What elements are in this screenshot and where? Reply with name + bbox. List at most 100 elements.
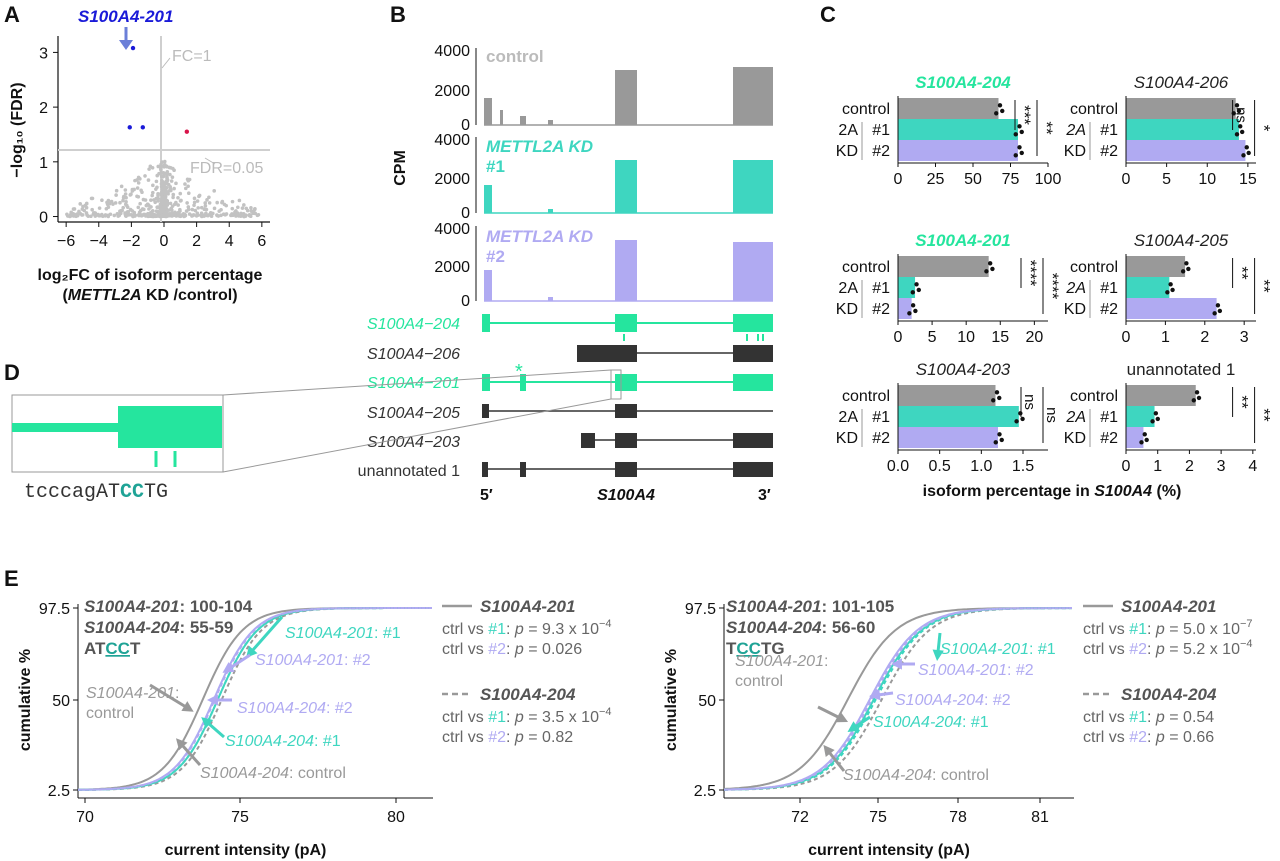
point <box>165 178 170 183</box>
panel-b-letter: B <box>390 2 406 27</box>
point <box>156 192 160 196</box>
replicate-point <box>1244 145 1249 150</box>
replicate-point <box>1150 419 1155 424</box>
point <box>171 192 176 197</box>
point <box>192 196 197 201</box>
replicate-point <box>1186 266 1191 272</box>
sig-label: ns <box>1043 407 1060 423</box>
point <box>159 191 164 196</box>
bar <box>1126 298 1217 319</box>
stats-title: S100A4-201 <box>1121 597 1216 616</box>
arrow-head <box>823 744 835 758</box>
zoom-inset <box>11 394 224 473</box>
track-tick: 2000 <box>434 171 470 188</box>
isoform-label: S100A4−204 <box>367 316 460 333</box>
track-tick: 0 <box>461 205 470 222</box>
point <box>163 195 167 199</box>
arrow-head <box>181 701 194 712</box>
point <box>103 213 108 217</box>
label-arrow-icon <box>827 751 846 772</box>
replicate-point <box>1019 150 1024 156</box>
tick-label: 0.5 <box>929 458 951 475</box>
point <box>249 206 253 210</box>
point <box>190 213 195 218</box>
bar <box>898 119 1018 140</box>
tick-label: 80 <box>387 809 405 826</box>
point <box>136 181 141 185</box>
replicate-point <box>1142 432 1147 437</box>
point <box>97 206 102 210</box>
point <box>96 213 101 218</box>
point <box>124 214 128 218</box>
point <box>120 208 124 213</box>
point <box>154 209 159 213</box>
point <box>154 187 158 191</box>
point <box>162 171 166 176</box>
tick-label: 0 <box>39 210 48 227</box>
point <box>201 213 206 217</box>
chart-title: S100A4-201 <box>915 231 1010 250</box>
region-info: S100A4-201: 101-105 <box>726 597 894 616</box>
point <box>132 187 136 192</box>
isoform-label: S100A4−205 <box>367 405 460 422</box>
replicate-point <box>1000 108 1005 114</box>
isoform-label: S100A4−203 <box>367 434 460 451</box>
replicate-point <box>1212 311 1217 316</box>
replicate-point <box>990 266 995 272</box>
point <box>151 183 155 188</box>
point <box>176 195 180 200</box>
point <box>155 205 159 210</box>
point <box>224 212 229 216</box>
point <box>168 165 173 170</box>
replicate-point <box>1013 132 1018 137</box>
point <box>136 175 141 180</box>
replicate-point <box>1017 124 1022 129</box>
tick-label: −2 <box>122 233 140 250</box>
point <box>179 198 183 203</box>
gene-label: S100A4 <box>597 487 655 504</box>
point <box>118 200 122 205</box>
replicate-point <box>1191 398 1197 403</box>
sig-label: ** <box>1233 266 1252 280</box>
zoom-connector <box>222 398 612 473</box>
point <box>159 174 164 179</box>
cumulative-chart-right: 97.5 50 2.5 72 75 78 81 cumulative % current int… <box>663 597 1253 859</box>
row-label: #2 <box>872 430 890 447</box>
point <box>204 207 209 212</box>
highlighted-point <box>127 125 132 130</box>
replicate-point <box>993 440 998 445</box>
stats-line: ctrl vs #1: p = 3.5 x 10−4 <box>442 706 612 726</box>
row-label: KD <box>836 143 858 160</box>
replicate-point <box>1196 395 1202 401</box>
point <box>160 182 165 186</box>
highlight-arrow-icon <box>119 27 133 50</box>
point <box>195 199 200 203</box>
point <box>142 207 146 212</box>
point <box>220 199 225 204</box>
chart-title: unannotated 1 <box>1127 360 1236 379</box>
point <box>116 214 121 218</box>
point <box>80 207 85 211</box>
curve-label: S100A4-204: #2 <box>237 700 353 717</box>
arrow-head <box>222 662 235 673</box>
row-label: KD <box>1064 430 1086 447</box>
track-label: control <box>486 47 544 66</box>
arrow-head <box>835 712 849 723</box>
row-label: KD <box>1064 301 1086 318</box>
bar <box>898 98 999 119</box>
point <box>244 206 249 211</box>
stats-line: ctrl vs #2: p = 5.2 x 10−4 <box>1083 638 1253 658</box>
sig-label: **** <box>1043 273 1062 300</box>
curve-label-2: control <box>86 705 134 722</box>
row-label: 2A <box>838 409 858 426</box>
stats-line: ctrl vs #2: p = 0.66 <box>1083 729 1214 746</box>
point <box>242 214 246 219</box>
x-label: current intensity (pA) <box>165 842 327 859</box>
isoform-label: S100A4−206 <box>367 346 460 363</box>
tick-label: 2 <box>1200 329 1209 346</box>
point <box>185 201 189 205</box>
track-tick: 0 <box>461 117 470 134</box>
point <box>74 212 79 217</box>
row-label: #1 <box>1100 409 1118 426</box>
panel-d-letter: D <box>4 360 20 385</box>
